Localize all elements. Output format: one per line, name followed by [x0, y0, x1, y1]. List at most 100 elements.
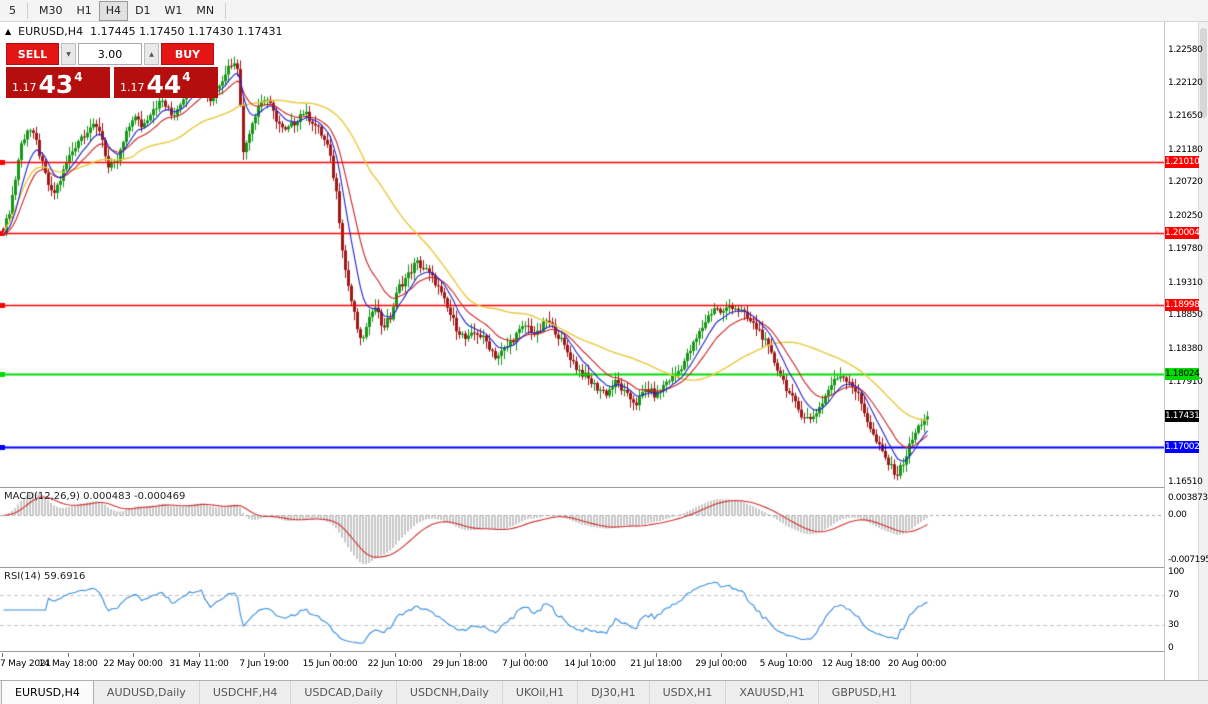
buy-button[interactable]: BUY [161, 43, 214, 65]
volume-input[interactable] [78, 43, 142, 65]
chart-area[interactable]: 7 May 2021 14 May 18:00 22 May 00:00 31 May… [0, 22, 1208, 680]
candlestick-chart-canvas[interactable] [0, 22, 1164, 488]
chart-tab-gbpusd-h1[interactable]: GBPUSD,H1 [819, 681, 911, 704]
time-tick [330, 653, 331, 657]
chart-ohlc-values: 1.17445 1.17450 1.17430 1.17431 [90, 25, 283, 38]
vertical-scrollbar[interactable] [1198, 22, 1208, 680]
timeframe-button-group: M30 H1 H4 D1 W1 MN [32, 0, 221, 21]
time-tick [133, 653, 134, 657]
price-tick-label: 1.22580 [1168, 45, 1203, 55]
price-tick-label: 1.22120 [1168, 77, 1203, 88]
rsi-axis-label: 70 [1168, 589, 1179, 600]
price-tick-label: 1.19310 [1168, 277, 1203, 288]
scrollbar-thumb[interactable] [1200, 28, 1207, 118]
time-tick [721, 653, 722, 657]
level-price-badge: 1.18998 [1165, 298, 1200, 311]
sell-button[interactable]: SELL [6, 43, 59, 65]
chart-tab-usdcad-daily[interactable]: USDCAD,Daily [291, 681, 397, 704]
time-tick-label: 22 May 00:00 [103, 659, 163, 669]
time-tick [199, 653, 200, 657]
level-price-badge: 1.17002 [1165, 440, 1200, 453]
buy-price-display[interactable]: 1.17 44 4 [114, 67, 218, 98]
rsi-indicator-canvas[interactable] [0, 569, 1164, 651]
chart-info-line: ▲ EURUSD,H4 1.17445 1.17450 1.17430 1.17… [5, 25, 283, 38]
timeframe-button-h4[interactable]: H4 [98, 0, 129, 21]
time-tick [395, 653, 396, 657]
chart-symbol-label: EURUSD,H4 [18, 25, 84, 38]
volume-down-button[interactable]: ▼ [61, 43, 76, 65]
chart-tab-bar: EURUSD,H4 AUDUSD,Daily USDCHF,H4 USDCAD,Dai… [0, 680, 1208, 704]
chart-tab-usdchf-h4[interactable]: USDCHF,H4 [200, 681, 292, 704]
macd-axis-label: 0.00 [1168, 510, 1187, 521]
panel-separator[interactable] [0, 567, 1198, 569]
time-tick-label: 20 Aug 00:00 [887, 659, 947, 669]
timeframe-toolbar: 5 M30 H1 H4 D1 W1 MN [0, 0, 1208, 22]
trade-controls-row: SELL ▼ ▲ BUY [6, 43, 218, 65]
price-tick-label: 1.17910 [1168, 377, 1203, 388]
level-price-badge: 1.21010 [1165, 155, 1200, 168]
price-tick-label: 1.18380 [1168, 343, 1203, 354]
time-tick-label: 21 Jul 18:00 [630, 659, 682, 669]
time-tick-label: 15 Jun 00:00 [302, 659, 358, 669]
price-axis: 1.22580 1.22120 1.21650 1.21180 1.20720 1.202… [1164, 22, 1208, 680]
timeframe-button-m5[interactable]: 5 [9, 3, 16, 17]
time-tick-label: 22 Jun 10:00 [367, 659, 423, 669]
price-tick-label: 1.16510 [1168, 476, 1203, 487]
time-tick-label: 29 Jul 00:00 [695, 659, 747, 669]
toolbar-separator [225, 2, 227, 19]
time-tick [2, 653, 3, 657]
time-tick [917, 653, 918, 657]
collapse-panel-icon[interactable]: ▲ [5, 27, 12, 36]
time-tick-label: 5 Aug 10:00 [759, 659, 813, 669]
price-tick-label: 1.18850 [1168, 310, 1203, 321]
chart-tab-usdx-h1[interactable]: USDX,H1 [650, 681, 727, 704]
sell-price-big-digits: 43 [38, 70, 74, 98]
rsi-axis-label: 30 [1168, 620, 1179, 631]
timeframe-button-h1[interactable]: H1 [76, 3, 92, 17]
one-click-trading-panel: SELL ▼ ▲ BUY 1.17 43 4 1.17 44 4 [6, 43, 218, 98]
time-tick [786, 653, 787, 657]
time-tick-label: 14 Jul 10:00 [564, 659, 616, 669]
time-tick-label: 12 Aug 18:00 [821, 659, 881, 669]
panel-separator[interactable] [0, 487, 1198, 489]
current-price-badge: 1.17431 [1165, 410, 1200, 423]
time-tick [264, 653, 265, 657]
volume-up-button[interactable]: ▲ [144, 43, 159, 65]
macd-indicator-canvas[interactable] [0, 489, 1164, 567]
macd-indicator-label: MACD(12,26,9) 0.000483 -0.000469 [4, 491, 186, 502]
buy-price-pipette: 4 [182, 70, 191, 84]
rsi-indicator-label: RSI(14) 59.6916 [4, 571, 86, 582]
level-price-badge: 1.18024 [1165, 368, 1200, 381]
sell-price-pipette: 4 [74, 70, 83, 84]
buy-price-big-digits: 44 [146, 70, 182, 98]
timeframe-button-mn[interactable]: MN [196, 3, 215, 17]
chart-tab-dj30-h1[interactable]: DJ30,H1 [578, 681, 650, 704]
price-tick-label: 1.19780 [1168, 244, 1203, 255]
panel-separator [0, 651, 1198, 653]
time-tick [590, 653, 591, 657]
time-tick-label: 31 May 11:00 [169, 659, 229, 669]
chart-tab-eurusd-h4[interactable]: EURUSD,H4 [1, 681, 94, 704]
time-tick [525, 653, 526, 657]
macd-axis-label: 0.003873 [1168, 493, 1208, 503]
time-tick-label: 7 May 2021 [0, 659, 51, 669]
price-tick-label: 1.21180 [1168, 144, 1203, 155]
chart-tab-xauusd-h1[interactable]: XAUUSD,H1 [726, 681, 819, 704]
timeframe-button-w1[interactable]: W1 [164, 3, 183, 17]
time-tick [851, 653, 852, 657]
level-price-badge: 1.20004 [1165, 227, 1200, 240]
chart-tab-usdcnh-daily[interactable]: USDCNH,Daily [397, 681, 503, 704]
sell-price-display[interactable]: 1.17 43 4 [6, 67, 110, 98]
chart-tab-ukoil-h1[interactable]: UKOil,H1 [503, 681, 579, 704]
price-tick-label: 1.21650 [1168, 111, 1203, 122]
time-axis: 7 May 2021 14 May 18:00 22 May 00:00 31 May… [0, 653, 1164, 680]
time-tick-label: 7 Jul 00:00 [501, 659, 549, 669]
time-tick-label: 14 May 18:00 [38, 659, 98, 669]
time-tick-label: 7 Jun 19:00 [239, 659, 289, 669]
timeframe-button-m30[interactable]: M30 [39, 3, 63, 17]
timeframe-button-d1[interactable]: D1 [135, 3, 151, 17]
time-tick-label: 29 Jun 18:00 [432, 659, 488, 669]
sell-price-prefix: 1.17 [12, 81, 37, 94]
chart-tab-audusd-daily[interactable]: AUDUSD,Daily [94, 681, 200, 704]
